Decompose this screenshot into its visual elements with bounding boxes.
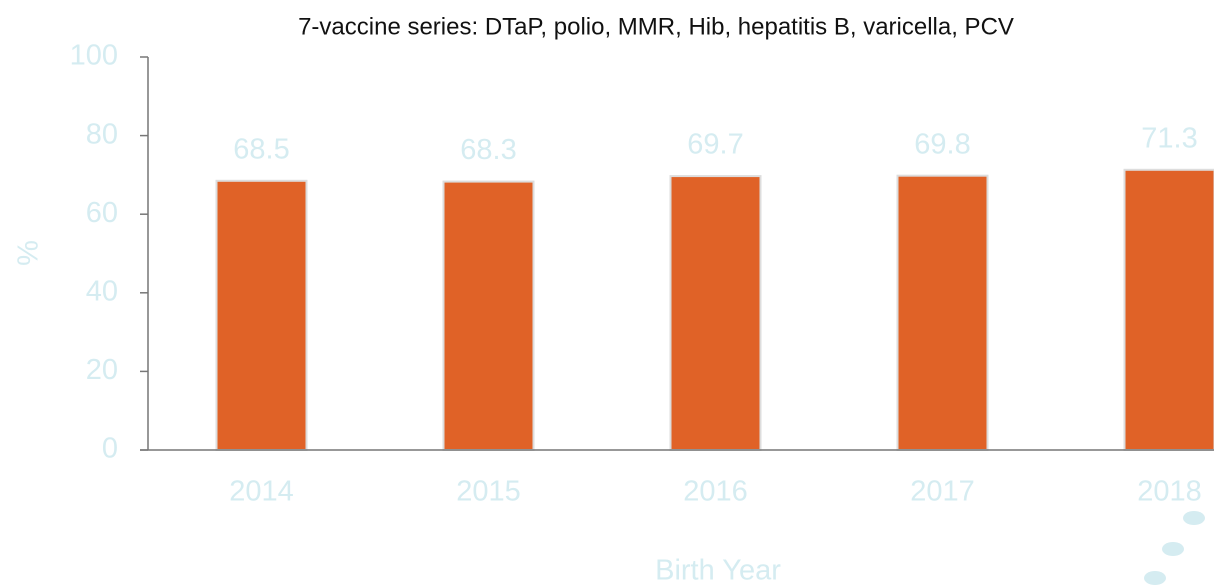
data-label: 69.7 bbox=[687, 129, 743, 161]
x-axis-label: Birth Year bbox=[655, 555, 781, 587]
y-tick-label: 100 bbox=[70, 40, 118, 72]
data-label: 68.3 bbox=[460, 134, 516, 166]
x-tick-label: 2018 bbox=[1137, 476, 1202, 508]
y-tick-label: 20 bbox=[86, 354, 118, 386]
data-label: 68.5 bbox=[233, 133, 289, 165]
bar bbox=[1123, 168, 1214, 452]
decoration bbox=[1144, 571, 1166, 585]
x-tick-label: 2015 bbox=[456, 476, 521, 508]
bar bbox=[896, 174, 989, 451]
decoration bbox=[1162, 542, 1184, 556]
decoration bbox=[1183, 511, 1205, 525]
y-tick-label: 60 bbox=[86, 197, 118, 229]
bar bbox=[669, 175, 762, 451]
x-tick-label: 2014 bbox=[229, 476, 294, 508]
y-tick-label: 80 bbox=[86, 118, 118, 150]
y-tick-label: 40 bbox=[86, 275, 118, 307]
x-tick-label: 2016 bbox=[683, 476, 748, 508]
y-tick-label: 0 bbox=[102, 433, 118, 465]
bar bbox=[215, 179, 308, 451]
chart-title: 7-vaccine series: DTaP, polio, MMR, Hib,… bbox=[298, 13, 1014, 40]
data-label: 69.8 bbox=[914, 128, 970, 160]
data-label: 71.3 bbox=[1141, 122, 1197, 154]
x-tick-label: 2017 bbox=[910, 476, 975, 508]
bar bbox=[442, 180, 535, 451]
y-axis-label: % bbox=[13, 240, 45, 266]
